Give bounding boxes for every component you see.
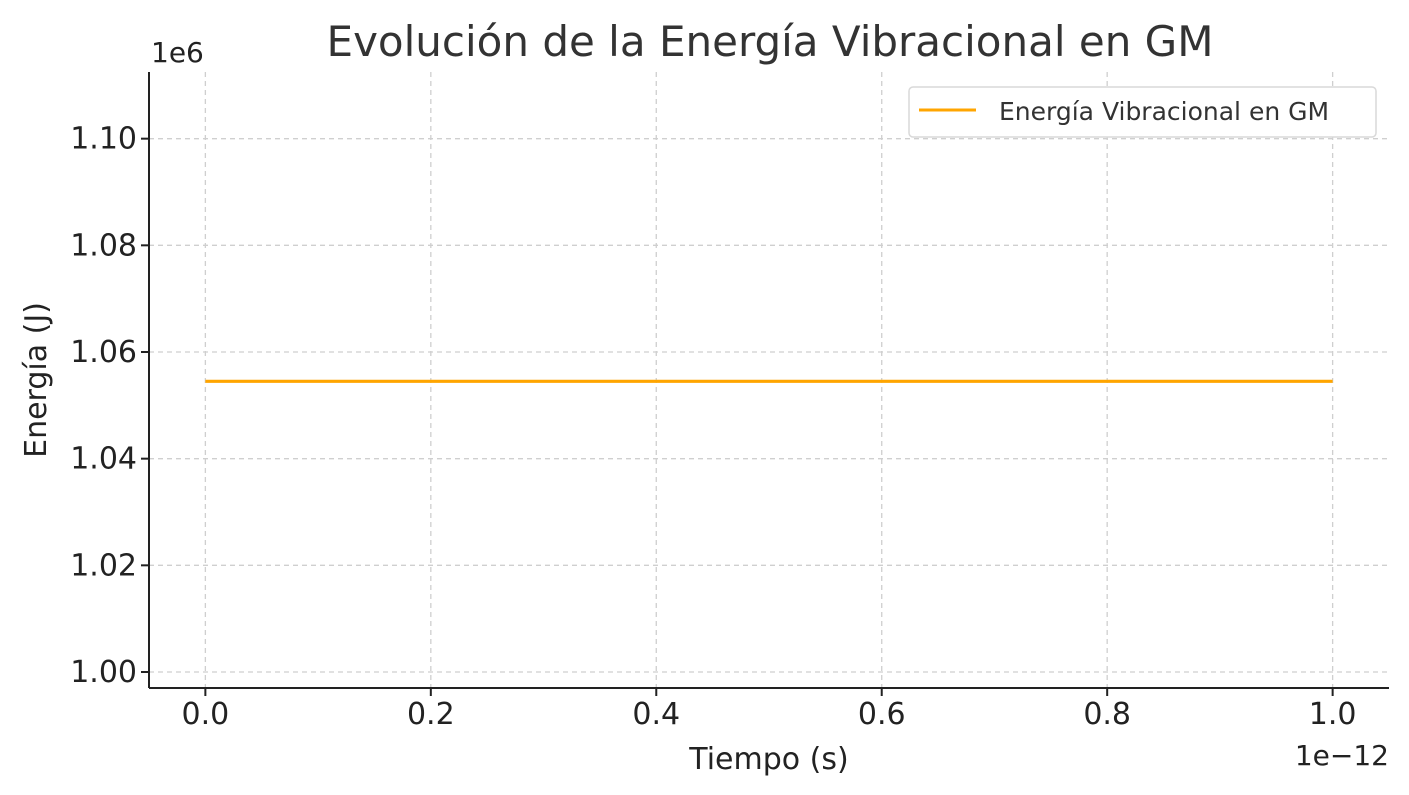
legend: Energía Vibracional en GM [908,86,1377,138]
y-tick-label: 1.04 [70,442,137,477]
legend-series-label: Energía Vibracional en GM [999,97,1329,126]
y-axis-label: Energía (J) [19,302,54,458]
x-tick-label: 0.8 [1083,697,1131,732]
x-axis-offset-label: 1e−12 [1295,739,1389,772]
x-tick-label: 0.0 [182,697,230,732]
x-tick-label: 0.6 [858,697,906,732]
y-tick-label: 1.10 [70,122,137,157]
tick-layer: 0.0 0.2 0.4 0.6 0.8 1.0 1.00 1.02 1.04 1.06 1.08 1.… [70,122,1356,732]
x-tick-label: 0.2 [407,697,455,732]
y-tick-label: 1.08 [70,228,137,263]
y-tick-label: 1.02 [70,548,137,583]
x-axis-label: Tiempo (s) [688,742,848,777]
chart-title: Evolución de la Energía Vibracional en G… [327,17,1214,66]
x-tick-label: 1.0 [1309,697,1357,732]
y-tick-label: 1.00 [70,655,137,690]
y-tick-label: 1.06 [70,335,137,370]
x-tick-label: 0.4 [632,697,680,732]
legend-box [908,86,1377,138]
y-axis-offset-label: 1e6 [151,36,204,69]
